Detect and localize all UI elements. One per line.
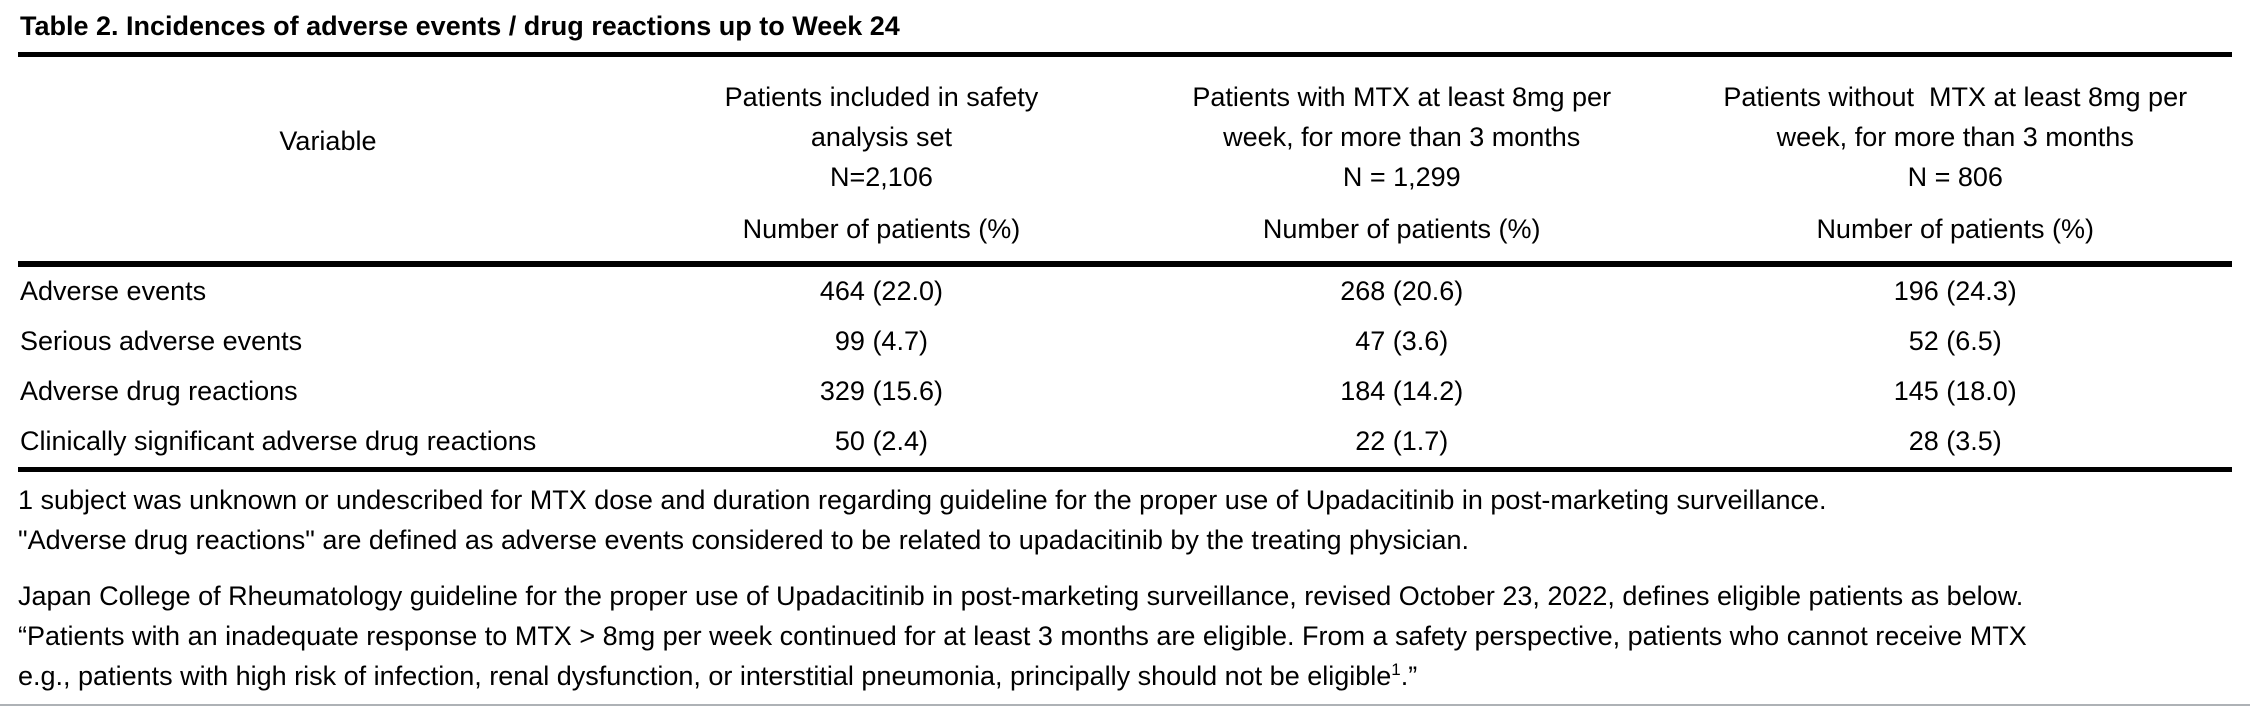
footnote-line-guideline: Japan College of Rheumatology guideline …: [18, 581, 2024, 611]
row-label: Serious adverse events: [20, 326, 303, 356]
cell-value: 329 (15.6): [819, 376, 943, 406]
cell-value: 47 (3.6): [1355, 326, 1449, 356]
column-title-line: Patients with MTX at least 8mg per: [1192, 82, 1612, 112]
adverse-events-table: Variable Patients included in safety ana…: [18, 52, 2232, 472]
table-row-serious-adverse-events: Serious adverse events 99 (4.7) 47 (3.6)…: [18, 317, 2232, 367]
cell-value: 184 (14.2): [1340, 376, 1464, 406]
footnote-text: .”: [1400, 661, 1418, 691]
column-n-value: N=2,106: [830, 162, 933, 192]
column-title-line: analysis set: [810, 122, 952, 152]
footnote-text: e.g., patients with high risk of infecti…: [18, 661, 1392, 691]
table-row-adverse-drug-reactions: Adverse drug reactions 329 (15.6) 184 (1…: [18, 367, 2232, 417]
column-n-value: N = 806: [1907, 162, 2003, 192]
footnote-line-adr-definition: "Adverse drug reactions" are defined as …: [18, 525, 1470, 555]
column-title-line: week, for more than 3 months: [1223, 122, 1581, 152]
row-label: Adverse drug reactions: [20, 376, 298, 406]
footnotes: 1 subject was unknown or undescribed for…: [18, 480, 2232, 696]
cell-value: 196 (24.3): [1893, 276, 2017, 306]
column-n-value: N = 1,299: [1342, 162, 1461, 192]
cell-value: 268 (20.6): [1340, 276, 1464, 306]
column-header-with-mtx: Patients with MTX at least 8mg per week,…: [1124, 54, 1679, 267]
bottom-divider: [0, 704, 2250, 706]
footnote-superscript-reference: 1: [1391, 660, 1401, 679]
variable-header-label: Variable: [279, 126, 377, 156]
table-row-clinically-significant-adrs: Clinically significant adverse drug reac…: [18, 417, 2232, 470]
column-subheader: Number of patients (%): [742, 214, 1021, 244]
column-header-without-mtx: Patients without MTX at least 8mg per we…: [1678, 54, 2232, 267]
table-body: Adverse events 464 (22.0) 268 (20.6) 196…: [18, 264, 2232, 470]
cell-value: 52 (6.5): [1908, 326, 2002, 356]
column-title-line: week, for more than 3 months: [1776, 122, 2134, 152]
cell-value: 28 (3.5): [1908, 426, 2002, 456]
table-title: Table 2. Incidences of adverse events / …: [20, 11, 900, 41]
footnote-line-eligibility-quote: “Patients with an inadequate response to…: [18, 621, 2027, 651]
column-title-line: Patients included in safety: [724, 82, 1039, 112]
cell-value: 22 (1.7): [1355, 426, 1449, 456]
row-label: Adverse events: [20, 276, 207, 306]
cell-value: 99 (4.7): [834, 326, 928, 356]
cell-value: 145 (18.0): [1893, 376, 2017, 406]
column-subheader: Number of patients (%): [1262, 214, 1541, 244]
column-header-variable: Variable: [18, 54, 638, 267]
column-title-line: Patients without MTX at least 8mg per: [1723, 82, 2188, 112]
cell-value: 50 (2.4): [834, 426, 928, 456]
footnote-line-mtx-unknown: 1 subject was unknown or undescribed for…: [18, 485, 1827, 515]
row-label: Clinically significant adverse drug reac…: [20, 426, 537, 456]
column-subheader: Number of patients (%): [1816, 214, 2095, 244]
column-header-safety-analysis-set: Patients included in safety analysis set…: [637, 54, 1125, 267]
table-row-adverse-events: Adverse events 464 (22.0) 268 (20.6) 196…: [18, 264, 2232, 317]
footnote-line-eligibility-quote-end: e.g., patients with high risk of infecti…: [18, 656, 2232, 696]
cell-value: 464 (22.0): [819, 276, 943, 306]
table-header: Variable Patients included in safety ana…: [18, 54, 2232, 267]
table-header-row: Variable Patients included in safety ana…: [18, 54, 2232, 267]
